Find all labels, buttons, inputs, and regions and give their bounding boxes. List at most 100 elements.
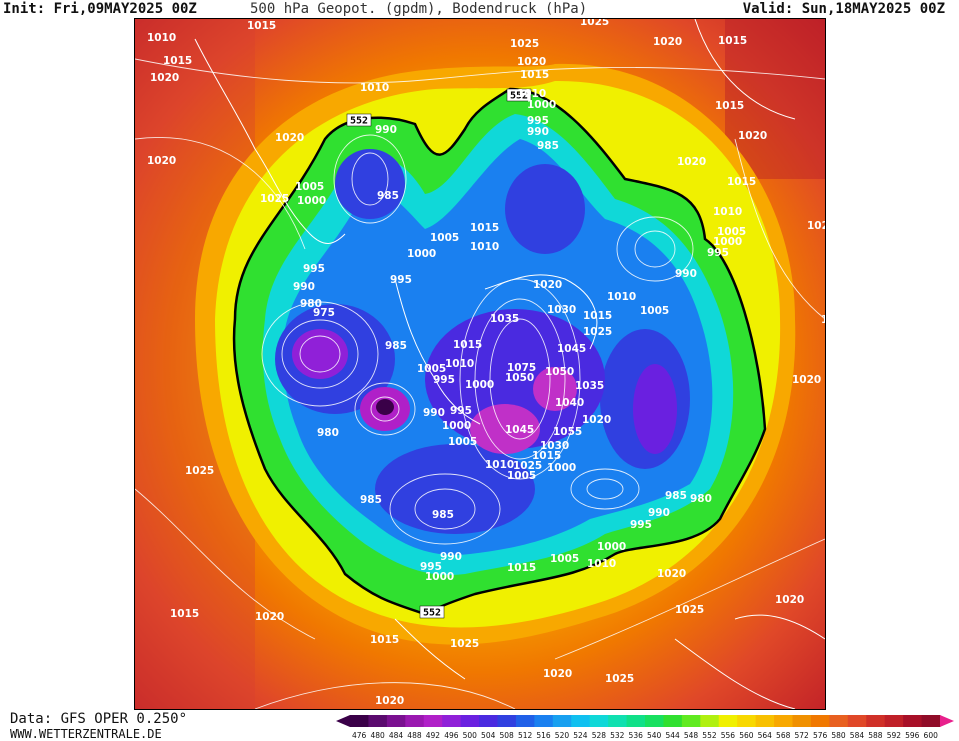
contour-label-box-south — [419, 605, 445, 619]
pressure-label: 1020 — [255, 611, 284, 623]
pressure-label: 1035 — [575, 380, 604, 392]
pressure-label: 985 — [665, 490, 687, 502]
pressure-label: 1050 — [545, 366, 574, 378]
legend-swatch — [608, 715, 628, 727]
pressure-label: 1025 — [513, 460, 542, 472]
pressure-label: 1010 — [147, 32, 176, 44]
pressure-label: 1020 — [543, 668, 572, 680]
pressure-label: 1045 — [557, 343, 586, 355]
contour-label-552-top: 552 — [510, 91, 528, 102]
legend-tick-label: 520 — [555, 731, 570, 740]
legend-tick-label: 572 — [795, 731, 810, 740]
pressure-label: 975 — [313, 307, 335, 319]
pressure-label: 1010 — [445, 358, 474, 370]
low-north — [335, 149, 405, 219]
legend-swatch — [903, 715, 923, 727]
pressure-label: 1005 — [417, 363, 446, 375]
legend-tick-label: 536 — [629, 731, 644, 740]
low-north-center — [505, 164, 585, 254]
pressure-label: 980 — [690, 493, 712, 505]
pressure-label: 1000 — [713, 236, 742, 248]
legend-tick-label: 568 — [776, 731, 791, 740]
pressure-label: 1000 — [425, 571, 454, 583]
pressure-label: 985 — [360, 494, 382, 506]
pressure-label: 1010 — [587, 558, 616, 570]
legend-tick-label: 544 — [665, 731, 680, 740]
pressure-label: 1020 — [657, 568, 686, 580]
legend-swatch — [718, 715, 738, 727]
legend-swatch — [755, 715, 775, 727]
contour-label-box-top — [506, 88, 532, 102]
legend-swatch — [497, 715, 517, 727]
pressure-label: 1000 — [597, 541, 626, 553]
legend-swatch — [442, 715, 462, 727]
pressure-label: 995 — [527, 115, 549, 127]
low-core-east — [633, 364, 677, 454]
pressure-label: 1000 — [547, 462, 576, 474]
color-legend: 476 480 484 488 492 496 500 504 508 512 516 520 524 5… — [336, 713, 956, 741]
pressure-label: 1015 — [470, 222, 499, 234]
legend-tick-label: 556 — [721, 731, 736, 740]
pressure-label: 1035 — [490, 313, 519, 325]
legend-tick-label: 516 — [536, 731, 551, 740]
legend-tick-label: 488 — [407, 731, 422, 740]
legend-swatch — [368, 715, 388, 727]
polar-trough — [425, 309, 605, 449]
pressure-label: 1025 — [510, 38, 539, 50]
legend-tick-label: 528 — [592, 731, 607, 740]
pressure-label: 1010 — [713, 206, 742, 218]
pressure-label: 990 — [527, 126, 549, 138]
legend-arrow-low — [336, 715, 350, 727]
pressure-label: 1025 — [185, 465, 214, 477]
pressure-label: 1005 — [550, 553, 579, 565]
data-source: Data: GFS OPER 0.250° — [10, 711, 188, 727]
legend-swatch — [645, 715, 664, 727]
website-link[interactable]: WWW.WETTERZENTRALE.DE — [10, 727, 162, 741]
pressure-label: 1025 — [583, 326, 612, 338]
legend-swatch — [681, 715, 701, 727]
pressure-label: 1055 — [553, 426, 582, 438]
high-pressure-purple — [470, 404, 540, 454]
legend-tick-label: 504 — [481, 731, 496, 740]
legend-swatch — [423, 715, 443, 727]
pressure-label: 1020 — [792, 374, 821, 386]
legend-swatch — [663, 715, 683, 727]
legend-tick-label: 552 — [702, 731, 717, 740]
pressure-label: 1020 — [517, 56, 546, 68]
pressure-label: 1020 — [150, 72, 179, 84]
legend-swatch — [626, 715, 646, 727]
pressure-label: 980 — [300, 298, 322, 310]
legend-tick-label: 564 — [758, 731, 773, 740]
pressure-label: 1015 — [532, 450, 561, 462]
legend-tick-label: 540 — [647, 731, 662, 740]
pressure-label: 985 — [537, 140, 559, 152]
pressure-label: 1010 — [607, 291, 636, 303]
pressure-label: 1010 — [470, 241, 499, 253]
pressure-label: 1020 — [653, 36, 682, 48]
pressure-label: 1025 — [450, 638, 479, 650]
pressure-label: 1005 — [295, 181, 324, 193]
legend-swatch — [774, 715, 793, 727]
legend-swatch — [810, 715, 830, 727]
pressure-label: 1050 — [505, 372, 534, 384]
pressure-label: 1015 — [453, 339, 482, 351]
pressure-label: 990 — [375, 124, 397, 136]
pressure-label: 1000 — [297, 195, 326, 207]
legend-swatch — [866, 715, 886, 727]
contour-label-552-south: 552 — [423, 608, 441, 619]
pressure-label: 990 — [440, 551, 462, 563]
pressure-label: 995 — [303, 263, 325, 275]
legend-swatch — [829, 715, 849, 727]
legend-swatch — [552, 715, 572, 727]
weather-map[interactable]: 552 552 552 1010 1015 1015 1020 1025 1025 1020… — [134, 18, 826, 710]
pressure-label: 1015 — [170, 608, 199, 620]
pressure-label: 1015 — [507, 562, 536, 574]
legend-swatch — [479, 715, 498, 727]
pressure-label: 1020 — [147, 155, 176, 167]
pressure-label: 995 — [390, 274, 412, 286]
legend-tick-label: 484 — [389, 731, 404, 740]
pressure-label: 1040 — [555, 397, 584, 409]
legend-tick-label: 512 — [518, 731, 533, 740]
coastlines — [194, 19, 825, 709]
init-time: Init: Fri,09MAY2025 00Z — [3, 1, 197, 17]
